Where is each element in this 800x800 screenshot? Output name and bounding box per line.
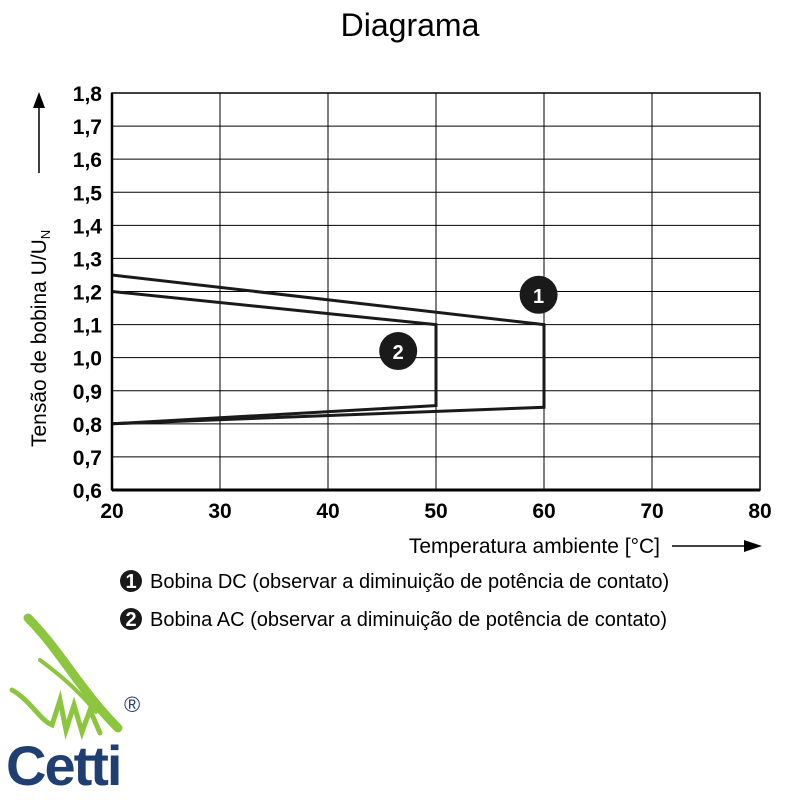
- series-marker-label-2: 2: [393, 342, 404, 364]
- y-axis-arrow-head: [33, 92, 45, 108]
- y-tick-label-1: 0,7: [73, 447, 102, 470]
- logo-registered-mark: ®: [124, 692, 140, 717]
- x-tick-label-5: 70: [640, 500, 663, 523]
- y-tick-label-2: 0,8: [73, 414, 103, 437]
- y-tick-label-12: 1,8: [73, 83, 103, 106]
- x-tick-label-1: 30: [208, 500, 231, 523]
- x-axis-label: Temperatura ambiente [°C]: [409, 535, 762, 558]
- y-tick-label-5: 1,1: [73, 315, 103, 338]
- svg-text:Tensão de bobina U/UN: Tensão de bobina U/UN: [28, 230, 53, 447]
- y-tick-label-4: 1,0: [73, 348, 102, 371]
- series-markers: 12: [379, 275, 558, 371]
- series-marker-label-1: 1: [533, 286, 544, 308]
- y-axis-label: Tensão de bobina U/UN: [28, 92, 53, 447]
- y-tick-labels: 0,6 0,7 0,8 0,9 1,0 1,1 1,2 1,3 1,4 1,5 1,6 1,7 1,8: [73, 83, 103, 503]
- x-tick-labels: 20 30 40 50 60 70 80: [100, 500, 771, 523]
- y-axis-label-subscript: N: [38, 230, 53, 239]
- svg-text:Bobina AC (observar a diminuiç: Bobina AC (observar a diminuição de potê…: [150, 609, 667, 631]
- legend-item-2: 2 Bobina AC (observar a diminuição de po…: [120, 608, 667, 631]
- y-tick-label-3: 0,9: [73, 381, 102, 404]
- legend: 1 Bobina DC (observar a diminuição de po…: [120, 570, 669, 631]
- y-tick-label-0: 0,6: [73, 480, 102, 503]
- series-line-1: [111, 273, 546, 426]
- svg-text:2: 2: [125, 609, 136, 631]
- x-axis-arrow-head: [744, 540, 762, 552]
- series-marker-badge-1: [519, 275, 558, 314]
- logo-swoosh-icon: [9, 613, 123, 740]
- y-axis-label-main: Tensão de bobina U/U: [28, 239, 51, 447]
- x-tick-label-0: 20: [100, 500, 123, 523]
- chart-title: Diagrama: [341, 7, 480, 43]
- cetti-logo: Cetti ®: [6, 613, 140, 797]
- y-tick-label-8: 1,4: [73, 215, 103, 238]
- legend-badge-2: [120, 608, 142, 630]
- x-tick-label-3: 50: [424, 500, 447, 523]
- y-tick-label-10: 1,6: [73, 149, 102, 172]
- svg-text:Bobina DC (observar a diminuiç: Bobina DC (observar a diminuição de potê…: [150, 571, 669, 593]
- y-tick-label-11: 1,7: [73, 116, 102, 139]
- x-tick-label-6: 80: [748, 500, 771, 523]
- x-tick-label-2: 40: [316, 500, 339, 523]
- y-tick-label-6: 1,2: [73, 282, 102, 305]
- legend-item-1: 1 Bobina DC (observar a diminuição de po…: [120, 570, 669, 593]
- grid: [111, 92, 761, 491]
- x-tick-label-4: 60: [532, 500, 555, 523]
- series-marker-badge-2: [379, 332, 418, 371]
- svg-text:Temperatura ambiente [°C]: Temperatura ambiente [°C]: [409, 535, 660, 558]
- series-line-2: [111, 290, 438, 426]
- series-lines: [111, 273, 546, 426]
- svg-text:1: 1: [125, 571, 136, 593]
- y-tick-label-7: 1,3: [73, 248, 102, 271]
- svg-text:Cetti: Cetti: [6, 734, 120, 797]
- y-tick-label-9: 1,5: [73, 182, 103, 205]
- legend-badge-1: [120, 570, 142, 592]
- plot-frame: [110, 92, 761, 492]
